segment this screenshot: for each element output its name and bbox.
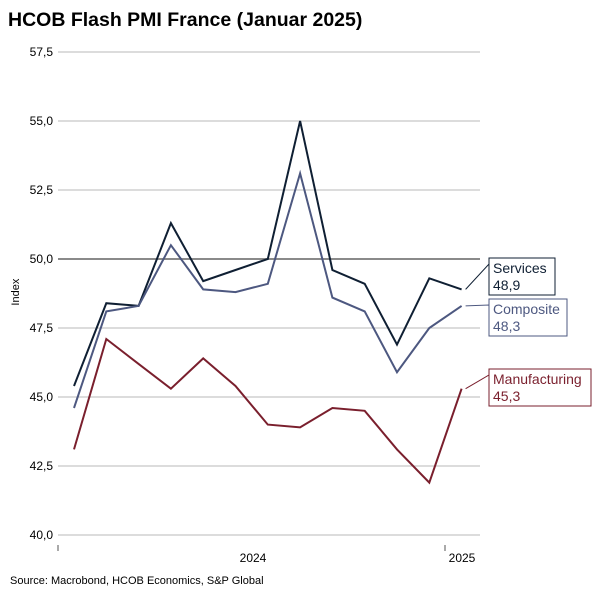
- series-name: Composite: [493, 301, 560, 317]
- source-note: Source: Macrobond, HCOB Economics, S&P G…: [10, 575, 264, 587]
- label-pointer: [465, 304, 490, 315]
- series-line-manufacturing: [73, 337, 463, 485]
- series-last-value: 45,3: [493, 388, 520, 404]
- x-tick-label: 2024: [240, 551, 267, 565]
- label-box: [488, 368, 592, 407]
- y-tick-label: 57,5: [30, 45, 54, 59]
- series-lines: [73, 120, 463, 485]
- y-tick-label: 40,0: [30, 528, 54, 542]
- label-pointer: [465, 262, 490, 290]
- y-tick-label: 50,0: [30, 252, 54, 266]
- series-name: Manufacturing: [493, 371, 582, 387]
- y-tick-label: 52,5: [30, 183, 54, 197]
- y-tick-label: 45,0: [30, 390, 54, 404]
- axes: 40,0 42,5 45,0 47,5 50,0 52,5 55,0 57,5 Index 202…: [10, 45, 476, 565]
- x-tick-label: 2025: [449, 551, 476, 565]
- label-box: [488, 257, 556, 296]
- series-last-value: 48,9: [493, 277, 520, 293]
- series-name: Services: [493, 260, 547, 276]
- gridlines: [58, 51, 480, 536]
- y-axis-label: Index: [10, 278, 22, 305]
- chart-title: HCOB Flash PMI France (Januar 2025): [8, 9, 363, 31]
- y-tick-label: 55,0: [30, 114, 54, 128]
- label-pointer: [465, 374, 490, 390]
- series-line-composite: [73, 169, 463, 409]
- y-tick-label: 42,5: [30, 459, 54, 473]
- label-box: [488, 298, 568, 337]
- series-last-value: 48,3: [493, 318, 520, 334]
- y-tick-label: 47,5: [30, 321, 54, 335]
- series-line-services: [73, 120, 462, 387]
- series-labels: Services48,9Composite48,3Manufacturing45…: [465, 257, 592, 407]
